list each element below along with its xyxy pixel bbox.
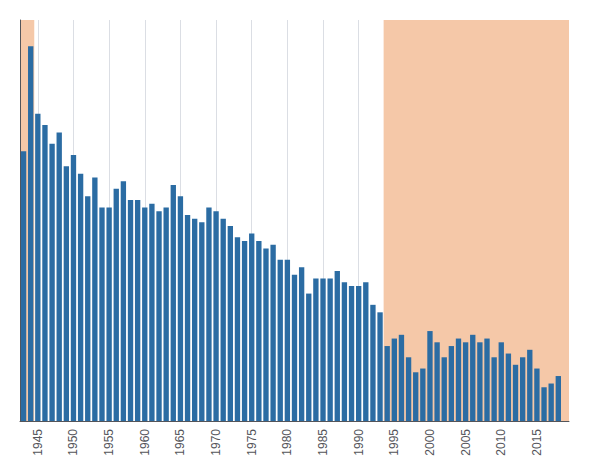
svg-text:1990: 1990 [352,429,366,456]
svg-text:2010: 2010 [494,429,508,456]
svg-text:1975: 1975 [245,429,259,456]
svg-text:2000: 2000 [423,429,437,456]
svg-text:1945: 1945 [31,429,45,456]
svg-text:1995: 1995 [387,429,401,456]
svg-text:1985: 1985 [316,429,330,456]
svg-text:1955: 1955 [102,429,116,456]
svg-text:2005: 2005 [459,429,473,456]
svg-text:1980: 1980 [280,429,294,456]
svg-text:2015: 2015 [530,429,544,456]
svg-text:1965: 1965 [173,429,187,456]
svg-text:1950: 1950 [66,429,80,456]
svg-text:1970: 1970 [209,429,223,456]
svg-text:1960: 1960 [138,429,152,456]
